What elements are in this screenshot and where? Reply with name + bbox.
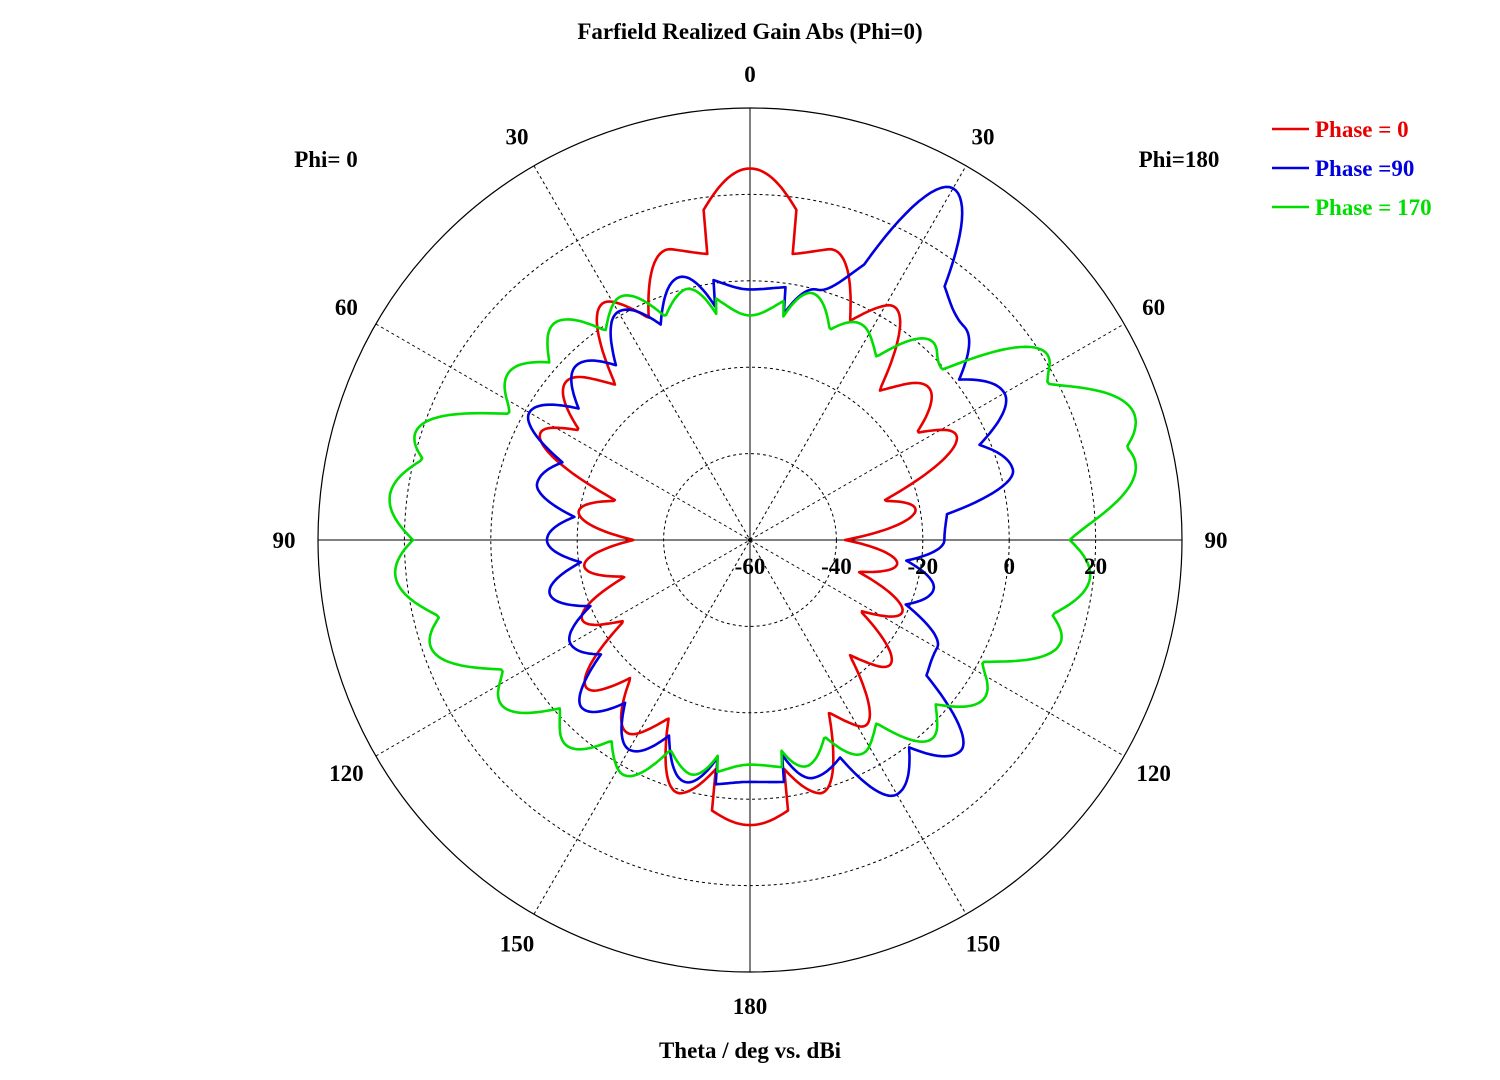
- angle-tick-label: 30: [972, 124, 995, 149]
- side-label-phi-180: Phi=180: [1139, 147, 1220, 172]
- angle-tick-label: 90: [273, 528, 296, 553]
- polar-grid: [317, 107, 1183, 973]
- angle-tick-label: 150: [966, 932, 1001, 957]
- angle-tick-label: 90: [1205, 528, 1228, 553]
- radial-tick-label: 0: [1003, 554, 1015, 579]
- radial-tick-label: -60: [735, 554, 766, 579]
- x-axis-label: Theta / deg vs. dBi: [659, 1038, 842, 1063]
- series-line-1: [538, 167, 959, 827]
- legend-label: Phase = 170: [1315, 195, 1432, 220]
- angle-tick-label: 30: [506, 124, 529, 149]
- angle-tick-label: 180: [733, 994, 768, 1019]
- angle-tick-label: 150: [500, 932, 535, 957]
- angle-tick-label: 120: [329, 761, 364, 786]
- legend-label: Phase =90: [1315, 156, 1414, 181]
- chart-title: Farfield Realized Gain Abs (Phi=0): [577, 19, 922, 44]
- radial-tick-label: -20: [907, 554, 938, 579]
- series-curves: [388, 167, 1138, 827]
- legend-label: Phase = 0: [1315, 117, 1409, 142]
- angle-tick-label: 0: [744, 62, 756, 87]
- center-point: [748, 538, 752, 542]
- radial-tick-label: 20: [1084, 554, 1107, 579]
- angle-tick-label: 60: [1142, 295, 1165, 320]
- legend: Phase = 0 Phase =90 Phase = 170: [1272, 117, 1432, 220]
- series-line-3: [388, 287, 1138, 778]
- tick-labels: 0 30 60 30 60 90 90 120 150 120 150 180 -60 -40 -20 0 20: [273, 62, 1228, 1019]
- radial-tick-label: -40: [821, 554, 852, 579]
- angle-tick-label: 60: [335, 295, 358, 320]
- series-line-2: [526, 185, 1015, 798]
- side-label-phi-0: Phi= 0: [294, 147, 358, 172]
- angle-tick-label: 120: [1136, 761, 1171, 786]
